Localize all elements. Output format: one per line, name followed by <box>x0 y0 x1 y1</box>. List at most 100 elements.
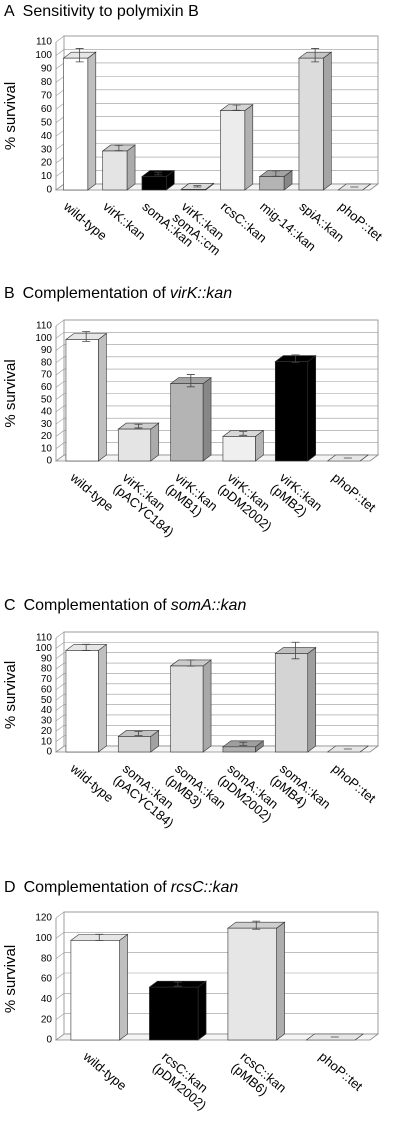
panel-label: A <box>4 3 15 20</box>
error-bar <box>95 933 104 941</box>
grid-line <box>55 745 378 753</box>
back-wall <box>63 631 379 747</box>
bar-side <box>276 921 285 1041</box>
y-tick-label: 10 <box>41 171 53 182</box>
bar <box>227 927 277 1041</box>
bar <box>259 176 285 191</box>
bar <box>65 650 99 753</box>
title-emphasis: somA::kan <box>171 597 247 614</box>
y-tick-label: 110 <box>36 37 52 48</box>
y-tick-label: 60 <box>41 684 53 695</box>
bar-side <box>202 659 212 753</box>
grid-line <box>55 673 378 680</box>
y-tick-label: 50 <box>41 394 53 405</box>
bar <box>220 110 246 191</box>
y-tick-label: 120 <box>35 913 52 924</box>
y-tick-label: 60 <box>41 974 53 985</box>
bar <box>117 428 152 462</box>
error-bar <box>271 170 280 177</box>
error-bar <box>75 48 84 63</box>
bar <box>65 339 99 462</box>
back-wall <box>63 319 379 456</box>
chart-title: B Complementation of virK::kan <box>4 285 232 302</box>
grid-line <box>55 393 378 400</box>
x-tick-label: phoP::tet <box>316 1049 366 1094</box>
y-tick-label: 50 <box>41 117 53 128</box>
bar-side <box>202 377 212 462</box>
title-text: Complementation of <box>23 285 167 302</box>
bar <box>222 746 256 753</box>
bar <box>222 436 256 462</box>
error-bar <box>82 331 91 342</box>
x-tick-label-line: wild-type <box>60 198 110 243</box>
error-bar <box>186 374 195 388</box>
x-tick-label: virK::kan(pDM2002) <box>215 470 284 534</box>
y-tick-label: 40 <box>41 131 53 142</box>
grid-line <box>55 911 378 919</box>
bar <box>149 986 199 1041</box>
grid-line <box>55 405 378 413</box>
grid-line <box>55 631 378 639</box>
x-tick-label: rcsC::kan(pMB6) <box>228 1049 289 1107</box>
error-bar <box>193 185 202 188</box>
bar-side <box>126 144 136 191</box>
grid-line <box>55 344 378 351</box>
y-tick-label: 110 <box>36 321 52 332</box>
bar <box>180 189 206 191</box>
y-tick-label: 30 <box>41 419 53 430</box>
x-tick-label: wild-type <box>80 1048 130 1093</box>
x-tick-label-line: wild-type <box>67 469 117 514</box>
y-tick-label: 50 <box>41 695 53 706</box>
y-tick-label: 80 <box>41 357 53 368</box>
y-tick-label: 0 <box>46 1035 52 1046</box>
y-tick-label: 90 <box>41 345 53 356</box>
x-tick-label: wild-type <box>67 760 117 805</box>
error-bar <box>134 423 143 429</box>
grid-line <box>55 683 378 691</box>
grid-line <box>55 642 378 649</box>
grid-line <box>55 381 378 388</box>
bar <box>102 150 128 191</box>
x-tick-label: rcsC::kan(pDM2002) <box>150 1049 219 1113</box>
panel-label: B <box>4 285 15 302</box>
x-tick-label: wild-type <box>60 198 110 243</box>
y-tick-label: 40 <box>41 705 53 716</box>
y-tick-label: 100 <box>35 643 52 654</box>
x-tick-label: somA::kan(pDM2002) <box>215 761 284 825</box>
bar-side <box>87 51 97 191</box>
y-tick-label: 10 <box>41 736 53 747</box>
error-bar <box>291 641 300 660</box>
error-bar <box>239 431 248 436</box>
x-tick-label-line: virK::kan <box>100 199 148 243</box>
grid-line <box>55 49 378 56</box>
y-tick-label: 100 <box>35 50 52 61</box>
grid-line <box>55 652 378 659</box>
bar-side <box>98 332 107 462</box>
panel-label: D <box>4 879 16 896</box>
y-tick-label: 0 <box>46 747 52 758</box>
y-tick-label: 80 <box>41 953 53 964</box>
y-tick-label: 20 <box>41 726 53 737</box>
chart-title: C Complementation of somA::kan <box>4 597 246 614</box>
y-tick-label: 70 <box>41 90 53 101</box>
y-tick-label: 20 <box>41 1014 53 1025</box>
x-tick-label: somA::kan(pMB3) <box>163 761 229 823</box>
bar <box>170 383 204 462</box>
bar <box>274 653 309 753</box>
error-bar <box>134 730 143 736</box>
bar-side <box>307 646 317 753</box>
bar-side <box>307 354 317 462</box>
bar <box>70 940 120 1041</box>
chart-title: D Complementation of rcsC::kan <box>4 879 238 896</box>
error-bar <box>82 643 91 651</box>
chart-title: A Sensitivity to polymixin B <box>4 3 199 20</box>
bar-side <box>150 422 160 462</box>
y-tick-label: 0 <box>46 456 52 467</box>
y-tick-label: 0 <box>46 185 52 196</box>
grid-line <box>55 714 378 722</box>
x-tick-label-line: wild-type <box>67 760 117 805</box>
title-text: Complementation of <box>24 879 168 896</box>
grid-line <box>55 331 378 339</box>
error-bar <box>239 741 248 746</box>
